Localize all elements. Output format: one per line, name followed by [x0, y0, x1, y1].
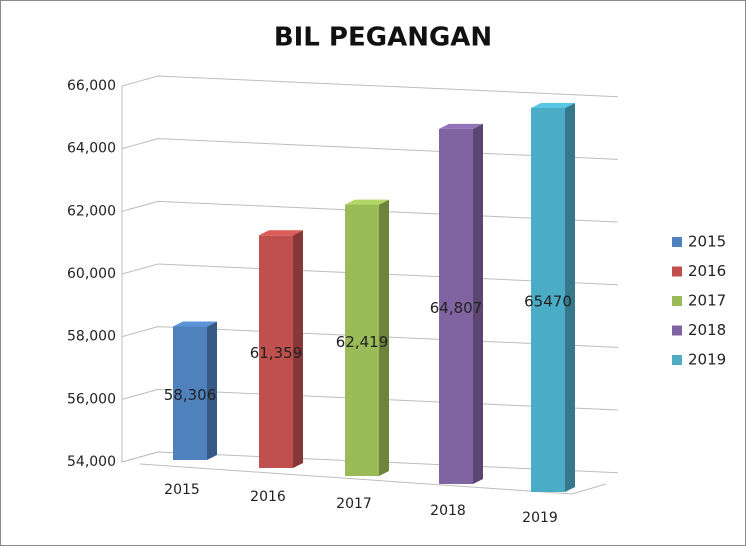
- value-label: 61,359: [250, 344, 303, 362]
- y-tick-label: 64,000: [67, 141, 116, 157]
- bar-side: [207, 321, 217, 460]
- bar: [345, 204, 379, 476]
- x-tick-label: 2018: [430, 503, 466, 519]
- bar-top: [259, 230, 303, 236]
- legend-swatch: [672, 325, 682, 336]
- legend-label: 2019: [688, 351, 726, 369]
- bar-side: [293, 230, 303, 468]
- value-label: 58,306: [164, 386, 217, 404]
- legend-swatch: [672, 296, 682, 306]
- legend-swatch: [672, 266, 682, 277]
- value-label: 65470: [524, 292, 572, 310]
- grid-line: [121, 75, 619, 98]
- bar-side: [473, 123, 483, 484]
- legend-label: 2016: [688, 262, 726, 280]
- bar: [439, 128, 473, 485]
- bar-top: [439, 123, 483, 129]
- bar-top: [345, 199, 389, 205]
- value-label: 62,419: [336, 333, 389, 351]
- chart-title: BIL PEGANGAN: [274, 23, 492, 53]
- bar-side: [565, 102, 575, 492]
- x-tick-label: 2015: [164, 482, 200, 498]
- y-tick-label: 66,000: [67, 78, 116, 94]
- axis-line: [121, 86, 159, 463]
- y-tick-label: 58,000: [67, 329, 116, 345]
- x-tick-label: 2019: [522, 510, 558, 526]
- legend-label: 2015: [688, 233, 726, 251]
- bar: [259, 235, 293, 468]
- legend-swatch: [672, 237, 682, 247]
- y-tick-label: 54,000: [67, 454, 116, 470]
- x-tick-label: 2017: [336, 496, 372, 512]
- x-tick-label: 2016: [250, 489, 286, 505]
- bar: [531, 107, 565, 492]
- floor-edge: [139, 463, 607, 495]
- legend-swatch: [672, 355, 682, 365]
- bar: [173, 326, 207, 460]
- bar-top: [531, 102, 575, 108]
- bar-top: [173, 321, 217, 327]
- y-tick-label: 56,000: [67, 391, 116, 407]
- bar-side: [379, 199, 389, 476]
- y-tick-label: 60,000: [67, 266, 116, 282]
- legend-label: 2017: [688, 292, 726, 310]
- value-label: 64,807: [430, 299, 483, 317]
- y-tick-label: 62,000: [67, 203, 116, 219]
- legend-label: 2018: [688, 321, 726, 339]
